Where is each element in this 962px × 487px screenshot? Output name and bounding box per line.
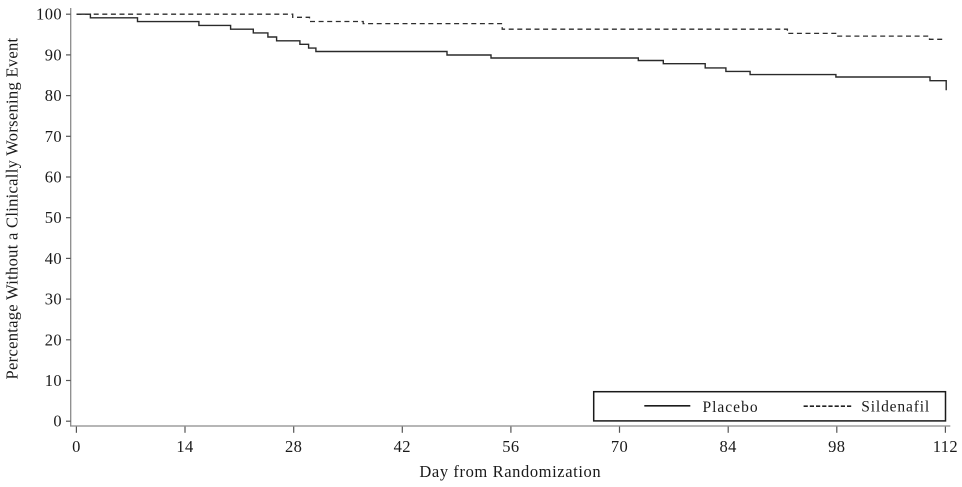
- svg-text:20: 20: [45, 330, 62, 349]
- svg-text:30: 30: [45, 290, 62, 309]
- svg-text:50: 50: [45, 208, 62, 227]
- svg-text:0: 0: [53, 412, 62, 431]
- svg-text:60: 60: [45, 168, 62, 187]
- svg-text:112: 112: [933, 437, 958, 456]
- svg-text:Placebo: Placebo: [703, 399, 759, 416]
- svg-text:100: 100: [36, 5, 62, 24]
- svg-text:Percentage Without a Clinicall: Percentage Without a Clinically Worsenin…: [3, 37, 22, 379]
- svg-text:70: 70: [611, 437, 628, 456]
- svg-text:Sildenafil: Sildenafil: [861, 398, 930, 415]
- svg-text:98: 98: [828, 437, 845, 456]
- svg-text:70: 70: [45, 127, 62, 146]
- svg-text:14: 14: [176, 437, 193, 456]
- svg-text:40: 40: [45, 249, 62, 268]
- svg-text:84: 84: [720, 437, 737, 456]
- svg-text:28: 28: [285, 437, 302, 456]
- svg-text:10: 10: [45, 371, 62, 390]
- svg-text:80: 80: [45, 86, 62, 105]
- svg-text:Day from Randomization: Day from Randomization: [419, 462, 601, 481]
- svg-text:0: 0: [72, 437, 81, 456]
- svg-text:90: 90: [45, 45, 62, 64]
- svg-text:56: 56: [502, 437, 519, 456]
- svg-text:42: 42: [394, 437, 411, 456]
